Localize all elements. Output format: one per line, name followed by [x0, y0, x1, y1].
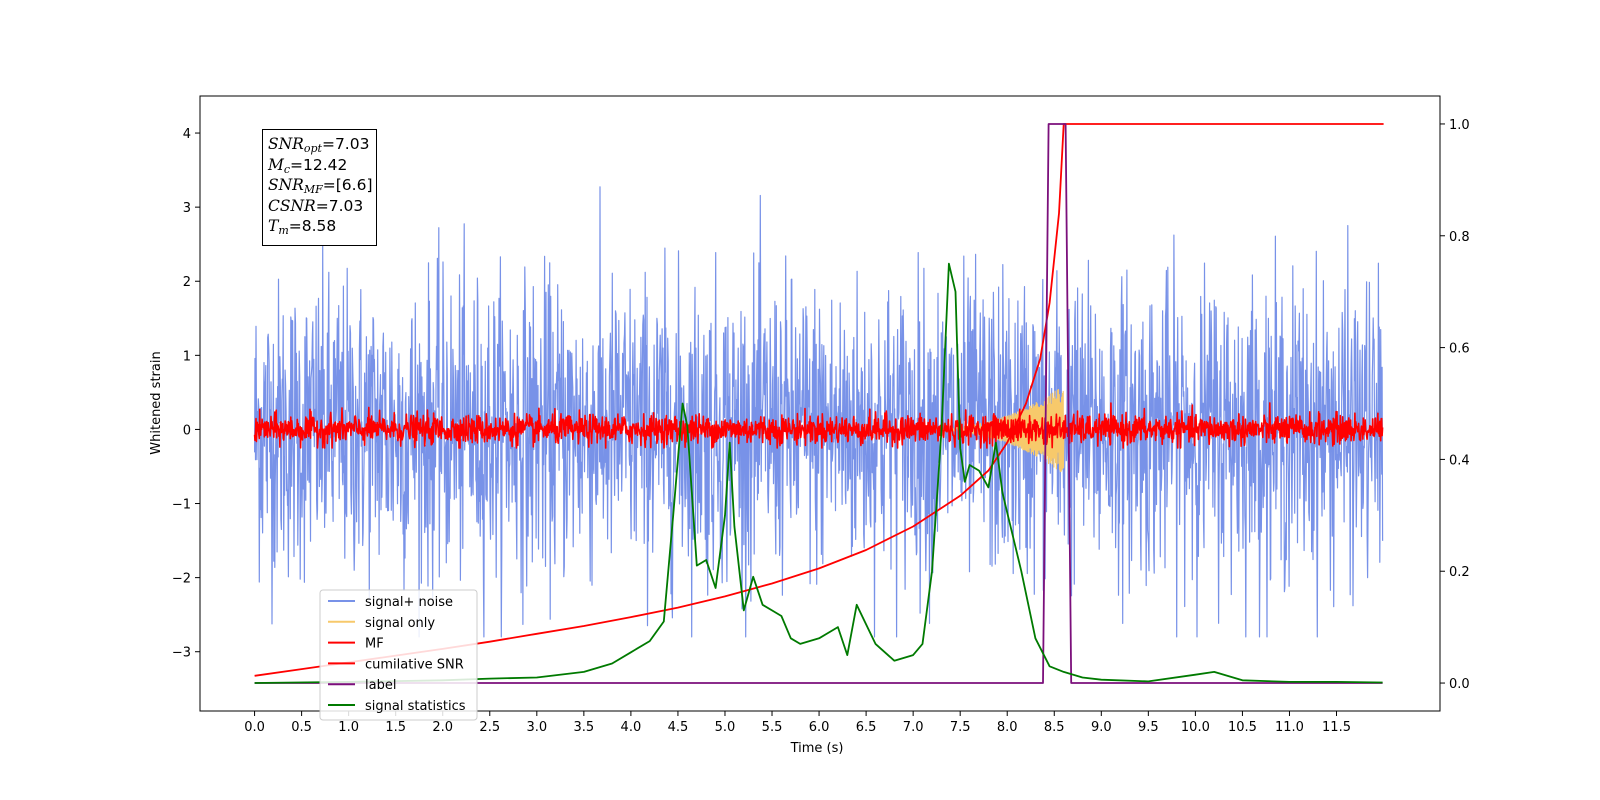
y2-tick-label: 1.0 — [1449, 118, 1470, 133]
y-tick-label: −1 — [172, 498, 191, 513]
mc-line: Mc=12.42 — [268, 155, 348, 176]
signal-noise-line — [254, 186, 1384, 638]
y-tick-label: 3 — [183, 201, 191, 216]
plot-frame — [199, 95, 1441, 712]
x-tick-label: 5.0 — [715, 720, 736, 735]
legend-label: MF — [365, 637, 384, 652]
x-tick-label: 1.5 — [385, 720, 406, 735]
x-tick-label: 7.0 — [903, 720, 924, 735]
tm-line: Tm=8.58 — [268, 217, 337, 237]
x-tick-label: 4.0 — [621, 720, 642, 735]
x-tick-label: 1.0 — [338, 720, 359, 735]
x-tick-label: 8.5 — [1044, 720, 1065, 735]
label-line — [254, 123, 1383, 684]
x-tick-label: 6.0 — [809, 720, 830, 735]
x-tick-label: 11.0 — [1275, 720, 1304, 735]
y-tick-label: −3 — [172, 646, 191, 661]
legend-label: cumilative SNR — [365, 657, 464, 672]
snr-mf-value: =[6.6] — [322, 176, 373, 194]
x-tick-label: 9.5 — [1138, 720, 1159, 735]
snr-info-box: SNRopt=7.03 Mc=12.42 SNRMF=[6.6] CSNR=7.… — [262, 129, 377, 246]
x-tick-label: 6.5 — [856, 720, 877, 735]
x-tick-label: 2.5 — [479, 720, 500, 735]
csnr-value: =7.03 — [315, 196, 364, 215]
y2-tick-label: 0.4 — [1449, 453, 1470, 468]
y2-tick-label: 0.0 — [1449, 677, 1470, 692]
x-tick-label: 8.0 — [997, 720, 1018, 735]
snr-opt-value: =7.03 — [321, 135, 370, 153]
x-tick-label: 0.0 — [244, 720, 265, 735]
x-tick-label: 3.5 — [574, 720, 595, 735]
legend: signal+ noise signal only MF cumilative SNR… — [319, 589, 478, 721]
y2-tick-label: 0.2 — [1449, 565, 1470, 580]
mf-line — [253, 402, 1384, 449]
x-tick-label: 10.0 — [1181, 720, 1210, 735]
y-tick-label: 1 — [183, 349, 191, 364]
y-axis-left: −3 −2 −1 0 1 2 3 4 — [172, 127, 200, 661]
x-tick-label: 4.5 — [668, 720, 689, 735]
y-axis-right: 0.0 0.2 0.4 0.6 0.8 1.0 — [1440, 118, 1470, 692]
y2-tick-label: 0.6 — [1449, 342, 1470, 357]
snr-opt-line: SNRopt=7.03 — [268, 135, 370, 155]
y-tick-label: 2 — [183, 275, 191, 290]
x-tick-label: 11.5 — [1322, 720, 1351, 735]
legend-box — [319, 589, 478, 721]
y-tick-label: 0 — [183, 423, 191, 438]
x-tick-label: 0.5 — [291, 720, 312, 735]
x-axis: 0.0 0.5 1.0 1.5 2.0 2.5 3.0 3.5 4.0 4.5 5.0 5.5 6.0 6… — [244, 711, 1351, 735]
legend-label: label — [365, 678, 396, 693]
x-tick-label: 9.0 — [1091, 720, 1112, 735]
snr-mf-line: SNRMF=[6.6] — [268, 176, 373, 196]
y2-tick-label: 0.8 — [1449, 230, 1470, 245]
x-axis-label: Time (s) — [790, 741, 844, 756]
x-tick-label: 2.0 — [432, 720, 453, 735]
legend-label: signal statistics — [365, 699, 466, 714]
x-tick-label: 5.5 — [762, 720, 783, 735]
legend-label: signal+ noise — [365, 595, 453, 610]
y-tick-label: −2 — [172, 572, 191, 587]
mc-value: =12.42 — [290, 155, 348, 174]
y-tick-label: 4 — [183, 127, 191, 142]
csnr-line: CSNR=7.03 — [268, 196, 364, 215]
tm-value: =8.58 — [288, 217, 337, 235]
signal-statistics-line — [254, 262, 1383, 684]
x-tick-label: 10.5 — [1228, 720, 1257, 735]
y-axis-label: Whitened strain — [149, 351, 164, 454]
x-tick-label: 7.5 — [950, 720, 971, 735]
legend-label: signal only — [365, 616, 435, 631]
x-tick-label: 3.0 — [526, 720, 547, 735]
